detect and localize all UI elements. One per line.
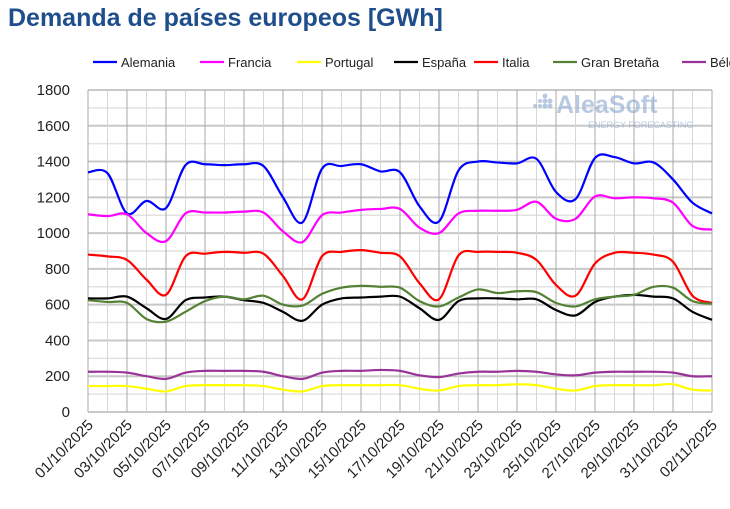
y-tick-label: 400 — [45, 332, 70, 349]
legend-label: Gran Bretaña — [581, 55, 660, 70]
legend-item: Francia — [200, 55, 272, 70]
legend-label: España — [422, 55, 467, 70]
aleasoft-watermark-logo: AleaSoft ENERGY FORECASTING — [533, 91, 693, 130]
y-tick-label: 1400 — [37, 154, 70, 171]
y-tick-label: 600 — [45, 297, 70, 314]
legend-label: Italia — [502, 55, 530, 70]
y-tick-label: 1000 — [37, 225, 70, 242]
series-line-gran-bretana — [87, 284, 713, 324]
grid — [87, 89, 713, 413]
series-line-italia — [87, 248, 713, 304]
series-line-alemania — [87, 153, 713, 225]
series-line-francia — [87, 194, 713, 244]
svg-text:AleaSoft: AleaSoft — [556, 91, 658, 119]
legend-item: Gran Bretaña — [553, 55, 660, 70]
legend-item: Bélgica — [682, 55, 730, 70]
y-tick-label: 1600 — [37, 118, 70, 135]
y-tick-label: 0 — [62, 404, 70, 421]
chart-title: Demanda de países europeos [GWh] — [8, 4, 443, 32]
legend-item: Portugal — [297, 55, 374, 70]
y-tick-label: 200 — [45, 368, 70, 385]
svg-text:ENERGY FORECASTING: ENERGY FORECASTING — [588, 120, 693, 130]
legend-label: Alemania — [121, 55, 176, 70]
legend-item: Alemania — [93, 55, 176, 70]
y-tick-label: 800 — [45, 261, 70, 278]
legend: Alemania Francia Portugal España Italia Gran … — [93, 55, 730, 70]
legend-label: Bélgica — [710, 55, 730, 70]
series-line-belgica — [87, 368, 713, 381]
legend-item: España — [394, 55, 467, 70]
y-tick-label: 1800 — [37, 82, 70, 99]
series-line-portugal — [87, 382, 713, 393]
y-tick-label: 1200 — [37, 189, 70, 206]
legend-item: Italia — [474, 55, 530, 70]
legend-label: Portugal — [325, 55, 374, 70]
legend-label: Francia — [228, 55, 272, 70]
